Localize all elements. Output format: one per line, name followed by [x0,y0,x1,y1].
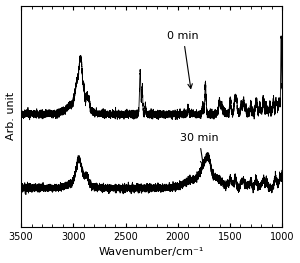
Text: 30 min: 30 min [180,133,218,165]
Text: 0 min: 0 min [167,31,199,88]
Y-axis label: Arb. unit: Arb. unit [6,92,16,140]
X-axis label: Wavenumber/cm⁻¹: Wavenumber/cm⁻¹ [99,247,204,257]
